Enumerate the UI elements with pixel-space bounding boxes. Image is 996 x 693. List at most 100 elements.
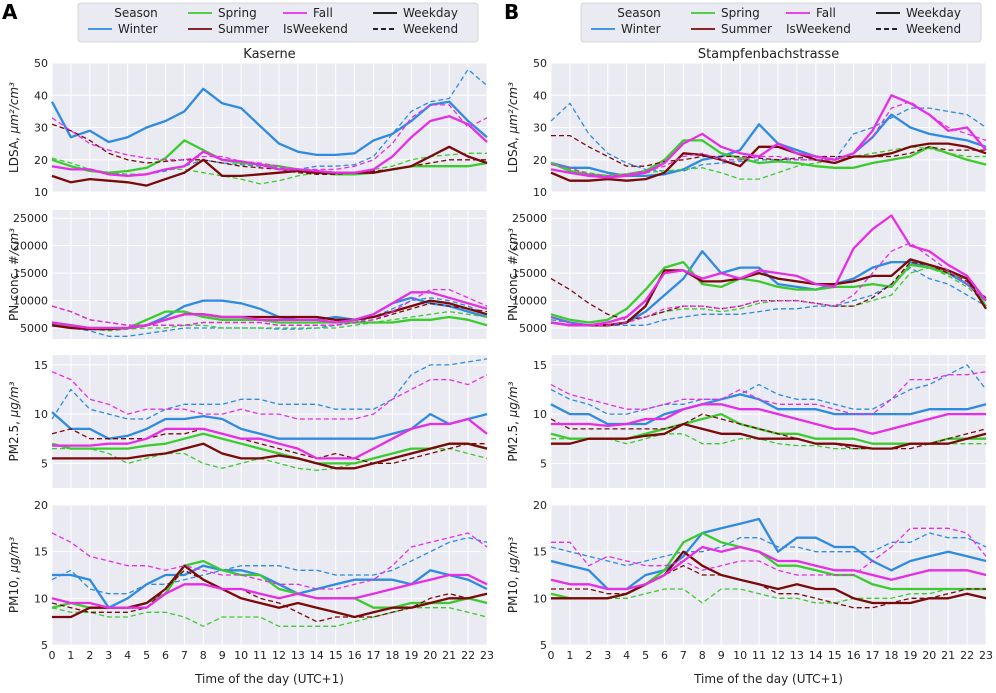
- series-line-fall-weekend: [551, 527, 987, 576]
- series-line-winter-weekday: [51, 411, 488, 440]
- series-line-winter-weekday: [50, 87, 488, 157]
- subplot-a-pn-conc: 5000 10000 15000 20000 25000 PN conc, #/cm³: [7, 210, 488, 339]
- x-tick-label: 16: [348, 649, 362, 662]
- x-tick-label: 21: [442, 649, 456, 662]
- series-line-spring-weekday: [550, 260, 987, 324]
- x-tick-label: 17: [866, 649, 880, 662]
- legend-isweekend-title: IsWeekend: [283, 22, 348, 36]
- x-tick-label: 14: [809, 649, 823, 662]
- series-line-summer-weekday: [551, 550, 987, 605]
- x-tick-label: 5: [642, 649, 649, 662]
- x-tick-label: 4: [623, 649, 630, 662]
- x-tick-label: 12: [771, 649, 785, 662]
- y-tick-label: 5: [540, 639, 547, 652]
- y-axis-label: PM10, µg/m³: [7, 537, 21, 613]
- y-tick-label: 30: [533, 122, 547, 135]
- y-tick-label: 15000: [512, 267, 547, 280]
- x-tick-label: 18: [385, 649, 399, 662]
- series-line-winter-weekend: [51, 537, 488, 595]
- x-tick-label: 17: [367, 649, 381, 662]
- plot-background: [52, 355, 487, 488]
- y-tick-label: 40: [533, 89, 547, 102]
- legend-label-winter: Winter: [621, 22, 661, 36]
- legend-label-weekend: Weekend: [403, 22, 458, 36]
- x-tick-label: 9: [219, 649, 226, 662]
- series-line-fall-weekday: [52, 417, 488, 460]
- y-tick-label: 10: [533, 408, 547, 421]
- x-tick-label: 13: [291, 649, 305, 662]
- panel-title-kaserne: Kaserne: [243, 47, 295, 62]
- x-tick-label: 15: [329, 649, 343, 662]
- y-axis-label: PM2.5, µg/m³: [506, 381, 520, 461]
- plot-background: [52, 505, 487, 645]
- y-tick-label: 20: [533, 499, 547, 512]
- series-line-fall-weekday: [550, 94, 987, 179]
- x-tick-label: 23: [979, 649, 993, 662]
- y-axis-label: PN conc, #/cm³: [7, 228, 21, 321]
- legend-season-title: Season: [617, 6, 661, 20]
- x-tick-label: 2: [585, 649, 592, 662]
- x-tick-label: 1: [67, 649, 74, 662]
- x-tick-label: 0: [49, 649, 56, 662]
- y-axis-label: LDSA, µm²/cm³: [506, 82, 520, 173]
- x-tick-label: 15: [828, 649, 842, 662]
- x-axis-label: Time of the day (UTC+1): [194, 672, 344, 686]
- x-tick-label: 11: [752, 649, 766, 662]
- y-tick-label: 10000: [13, 295, 48, 308]
- y-tick-label: 50: [34, 57, 48, 70]
- legend-label-summer: Summer: [721, 22, 772, 36]
- series-line-summer-weekend: [51, 123, 487, 175]
- x-tick-label: 12: [272, 649, 286, 662]
- y-tick-label: 15: [533, 546, 547, 559]
- x-tick-label: 23: [480, 649, 494, 662]
- y-tick-label: 5: [540, 457, 547, 470]
- series-line-summer-weekend: [51, 569, 488, 623]
- plot-background: [551, 505, 986, 645]
- x-tick-label: 13: [790, 649, 804, 662]
- series-line-fall-weekday: [51, 291, 488, 330]
- legend-label-weekend: Weekend: [906, 22, 961, 36]
- y-tick-label: 20: [533, 154, 547, 167]
- legend: Season Winter Spring Summer Fall Weekday Weeke…: [580, 2, 982, 43]
- y-tick-label: 20: [34, 499, 48, 512]
- legend: Season Winter Spring Summer Fall Weekday Weeke…: [77, 2, 479, 43]
- series-line-fall-weekend: [550, 371, 987, 415]
- legend-label-fall: Fall: [816, 6, 836, 20]
- x-tick-label: 10: [733, 649, 747, 662]
- x-tick-label: 19: [903, 649, 917, 662]
- y-tick-label: 10: [34, 592, 48, 605]
- y-tick-label: 10: [533, 186, 547, 199]
- legend-label-weekday: Weekday: [906, 6, 961, 20]
- series-line-fall-weekday: [51, 115, 488, 178]
- x-tick-label: 2: [86, 649, 93, 662]
- y-tick-label: 20000: [13, 240, 48, 253]
- x-tick-label: 4: [124, 649, 131, 662]
- series-line-winter-weekend: [51, 358, 488, 420]
- series-line-fall-weekend: [51, 371, 488, 420]
- legend-label-summer: Summer: [218, 22, 269, 36]
- x-tick-label: 5: [143, 649, 150, 662]
- subplot-b-pn-conc: 5000 10000 15000 20000 25000 PN conc, #/cm³: [506, 210, 987, 339]
- x-tick-label: 16: [847, 649, 861, 662]
- x-tick-label: 6: [162, 649, 169, 662]
- y-tick-label: 40: [34, 89, 48, 102]
- series-line-fall-weekday: [51, 573, 488, 609]
- series-line-summer-weekday: [51, 145, 488, 187]
- x-tick-label: 6: [661, 649, 668, 662]
- x-tick-label: 3: [604, 649, 611, 662]
- y-tick-label: 25000: [512, 212, 547, 225]
- panel-letter-b: B: [504, 0, 519, 24]
- series-line-fall-weekend: [51, 288, 488, 326]
- series-line-fall-weekend: [51, 532, 488, 590]
- x-tick-label: 8: [699, 649, 706, 662]
- x-tick-label: 9: [718, 649, 725, 662]
- subplot-a-ldsa: 10 20 30 40 50 LDSA, µm²/cm³: [7, 57, 488, 199]
- series-line-summer-weekend: [551, 134, 986, 167]
- series-line-winter-weekday: [52, 564, 488, 609]
- series-line-fall-weekend: [51, 104, 488, 171]
- series-line-fall-weekend: [550, 101, 987, 177]
- y-tick-label: 50: [533, 57, 547, 70]
- x-tick-label: 18: [884, 649, 898, 662]
- series-line-fall-weekday: [551, 403, 986, 435]
- y-axis-label: PN conc, #/cm³: [506, 228, 520, 321]
